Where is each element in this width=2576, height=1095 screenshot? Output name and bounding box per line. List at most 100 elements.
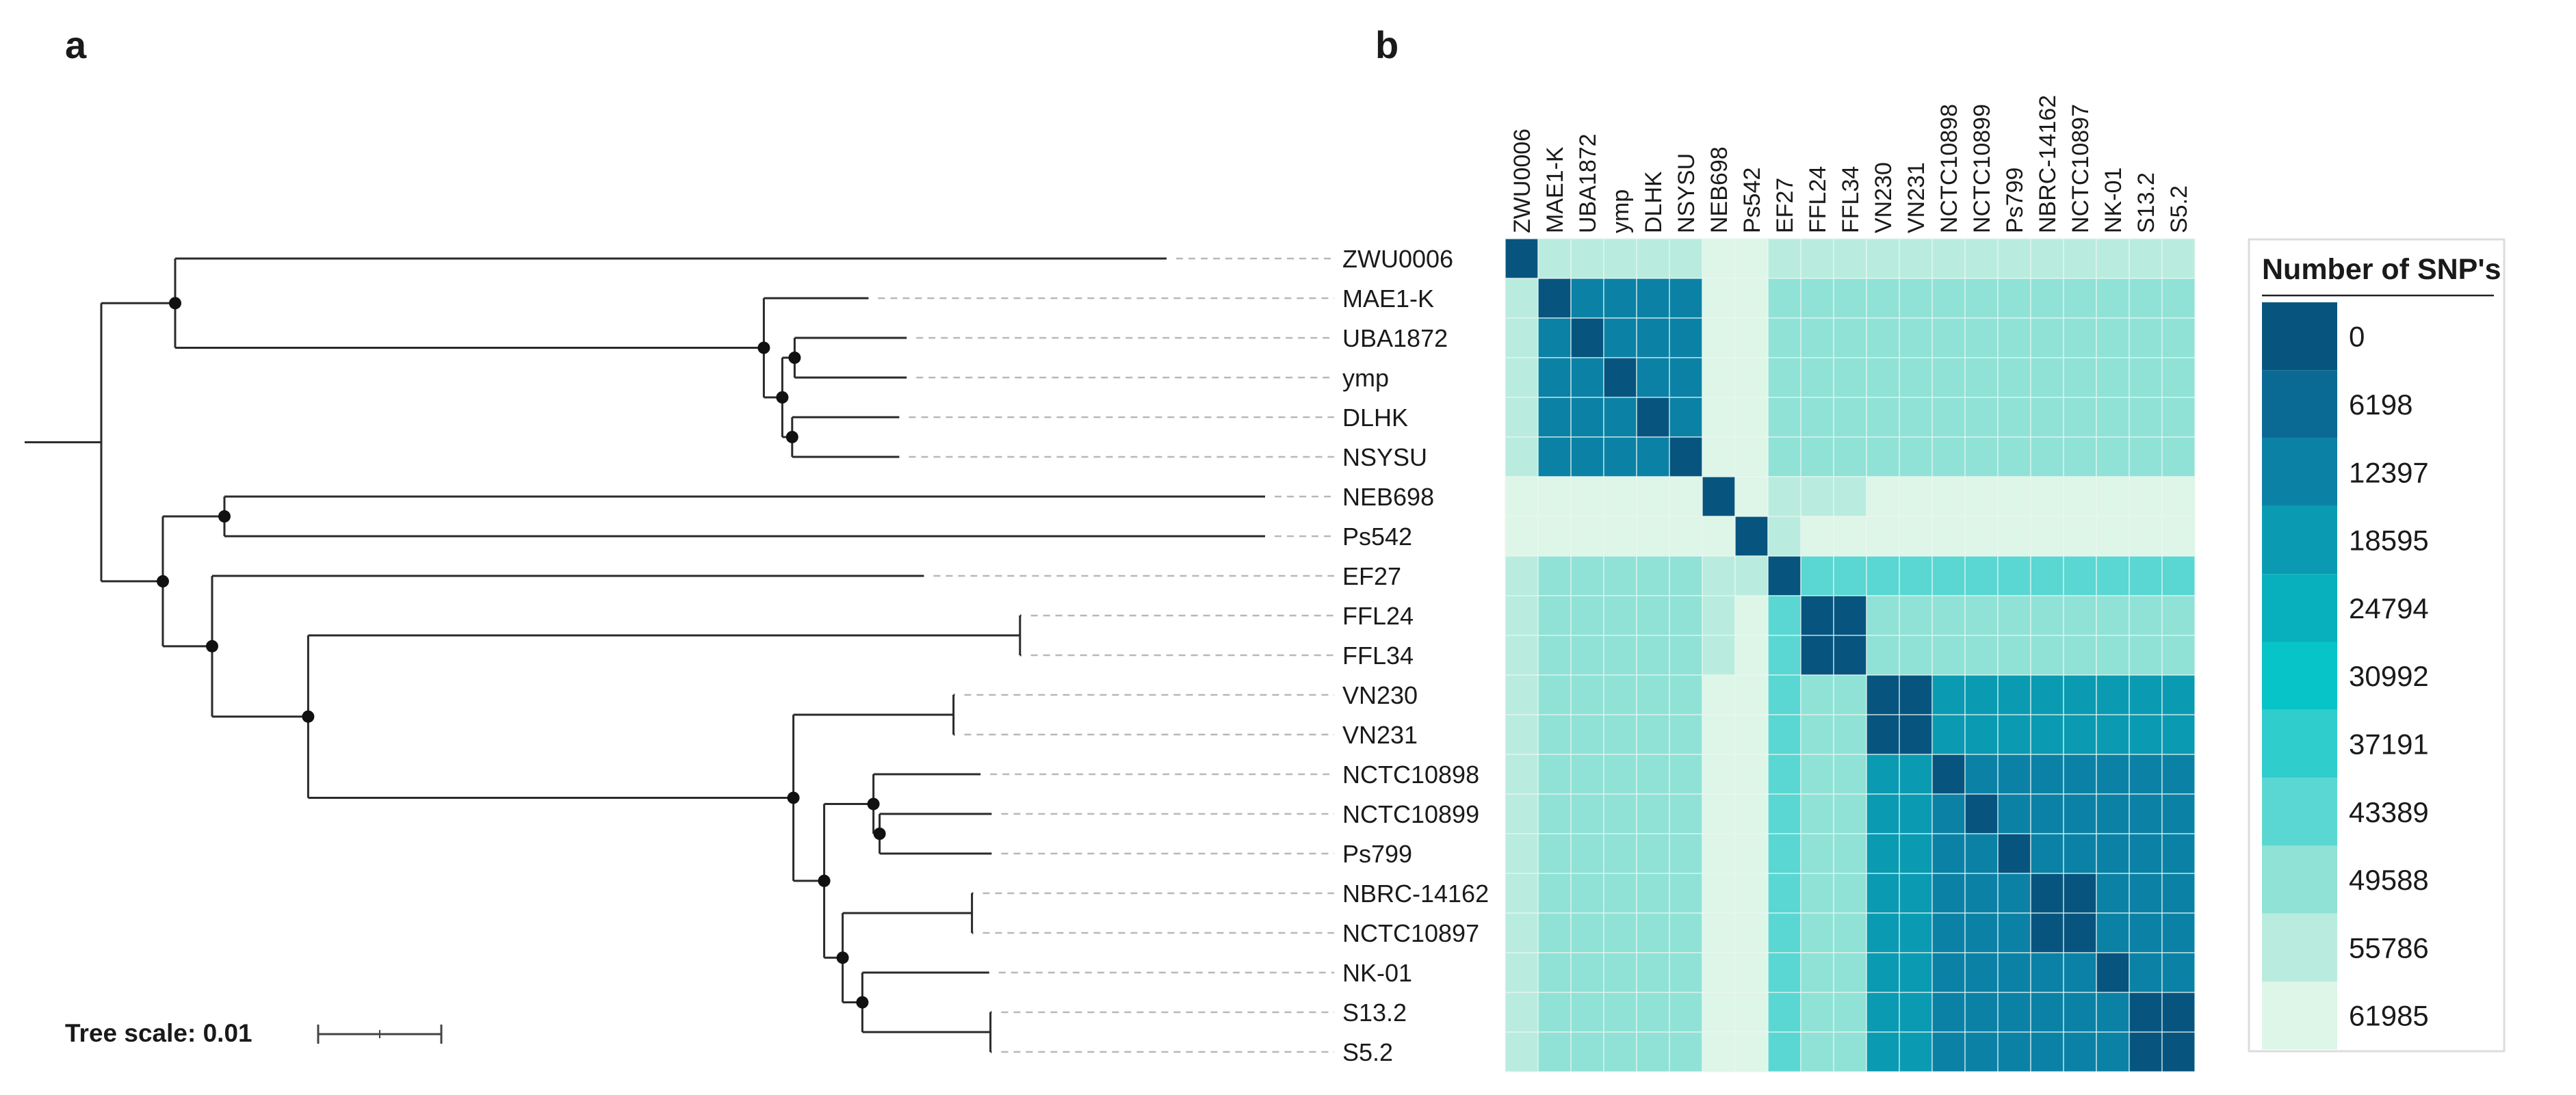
tree-support-node: [218, 510, 231, 523]
heatmap-cell: [1899, 992, 1933, 1033]
heatmap-cell: [1669, 992, 1703, 1033]
heatmap-cell: [2063, 952, 2097, 993]
heatmap-cell: [1931, 833, 1966, 874]
heatmap-cell: [1931, 278, 1966, 319]
heatmap-cell: [2129, 793, 2163, 834]
heatmap-cell: [1997, 278, 2031, 319]
heatmap-cell: [1964, 952, 1999, 993]
heatmap-cell: [1734, 516, 1769, 557]
heatmap-cell: [2096, 555, 2130, 596]
heatmap-cell: [2063, 555, 2097, 596]
tree-support-node: [206, 639, 218, 652]
heatmap-cell: [2129, 912, 2163, 953]
heatmap-cell: [1505, 873, 1539, 914]
heatmap-cell: [1702, 238, 1736, 279]
heatmap-cell: [2063, 714, 2097, 755]
heatmap-cell: [1899, 754, 1933, 795]
heatmap-cell: [1669, 476, 1703, 517]
heatmap-cell: [1702, 912, 1736, 953]
heatmap-cell: [1669, 912, 1703, 953]
heatmap-cell: [1964, 595, 1999, 636]
heatmap-cell: [1570, 357, 1604, 398]
heatmap-cell: [1833, 278, 1867, 319]
heatmap-column-label: EF27: [1772, 178, 1798, 233]
heatmap-cell: [1964, 555, 1999, 596]
heatmap-cell: [1931, 714, 1966, 755]
heatmap-cell: [1734, 952, 1769, 993]
heatmap-cell: [1505, 595, 1539, 636]
legend-value: 30992: [2349, 660, 2429, 692]
heatmap-cell: [1537, 714, 1572, 755]
heatmap-cell: [1964, 436, 1999, 477]
heatmap-cell: [2030, 238, 2064, 279]
heatmap-cell: [1702, 833, 1736, 874]
heatmap-cell: [1505, 912, 1539, 953]
heatmap-cell: [2096, 992, 2130, 1033]
legend-value: 0: [2349, 321, 2365, 353]
heatmap-cell: [2030, 635, 2064, 676]
heatmap-cell: [1636, 833, 1670, 874]
heatmap-cell: [1603, 555, 1637, 596]
heatmap-cell: [2161, 476, 2196, 517]
heatmap-cell: [1833, 952, 1867, 993]
heatmap-cell: [1997, 436, 2031, 477]
heatmap-cell: [1800, 873, 1834, 914]
heatmap-cell: [1866, 793, 1900, 834]
heatmap-cell: [1899, 1031, 1933, 1072]
heatmap-cell: [1866, 476, 1900, 517]
heatmap-cell: [1636, 357, 1670, 398]
heatmap-cell: [1833, 833, 1867, 874]
heatmap-cell: [2030, 793, 2064, 834]
heatmap-cell: [2063, 397, 2097, 438]
heatmap-cell: [2096, 674, 2130, 715]
heatmap-cell: [1997, 992, 2031, 1033]
heatmap-cell: [1734, 674, 1769, 715]
heatmap-cell: [1899, 436, 1933, 477]
heatmap-cell: [1702, 793, 1736, 834]
heatmap-cell: [2161, 992, 2196, 1033]
heatmap-cell: [2096, 476, 2130, 517]
tree-tip-label: EF27: [1342, 562, 1401, 590]
heatmap-cell: [1997, 357, 2031, 398]
heatmap-cell: [1537, 754, 1572, 795]
legend-swatch: [2262, 709, 2337, 778]
heatmap-column-label: NCTC10899: [1969, 104, 1995, 233]
heatmap-cell: [1833, 912, 1867, 953]
heatmap-cell: [1505, 992, 1539, 1033]
tree-tip-label: NCTC10897: [1342, 919, 1479, 947]
heatmap-cell: [2063, 595, 2097, 636]
legend-value: 49588: [2349, 864, 2429, 896]
heatmap-cell: [2161, 436, 2196, 477]
heatmap-cell: [2063, 238, 2097, 279]
heatmap-cell: [2161, 278, 2196, 319]
heatmap-cell: [1603, 595, 1637, 636]
heatmap-cell: [1767, 793, 1801, 834]
heatmap-cell: [1800, 833, 1834, 874]
heatmap-cell: [2096, 436, 2130, 477]
heatmap-cell: [1931, 793, 1966, 834]
heatmap-cell: [1603, 278, 1637, 319]
heatmap-cell: [2096, 873, 2130, 914]
legend-value: 6198: [2349, 388, 2412, 421]
heatmap-cell: [1800, 1031, 1834, 1072]
heatmap-cell: [1833, 674, 1867, 715]
heatmap-cell: [1833, 516, 1867, 557]
heatmap-cell: [1505, 1031, 1539, 1072]
heatmap-cell: [1767, 714, 1801, 755]
heatmap-cell: [1702, 674, 1736, 715]
legend-swatch: [2262, 778, 2337, 846]
heatmap-cell: [1800, 476, 1834, 517]
heatmap-cell: [1537, 595, 1572, 636]
heatmap-cell: [1964, 397, 1999, 438]
heatmap-cell: [1964, 674, 1999, 715]
heatmap-cell: [1570, 397, 1604, 438]
heatmap-cell: [1800, 992, 1834, 1033]
heatmap-cell: [1800, 674, 1834, 715]
heatmap-cell: [1570, 833, 1604, 874]
heatmap-cell: [1537, 952, 1572, 993]
heatmap-cell: [2030, 754, 2064, 795]
heatmap-cell: [1833, 317, 1867, 358]
heatmap-cell: [1636, 714, 1670, 755]
heatmap-column-label: NCTC10898: [1936, 104, 1962, 233]
heatmap-cell: [1570, 992, 1604, 1033]
